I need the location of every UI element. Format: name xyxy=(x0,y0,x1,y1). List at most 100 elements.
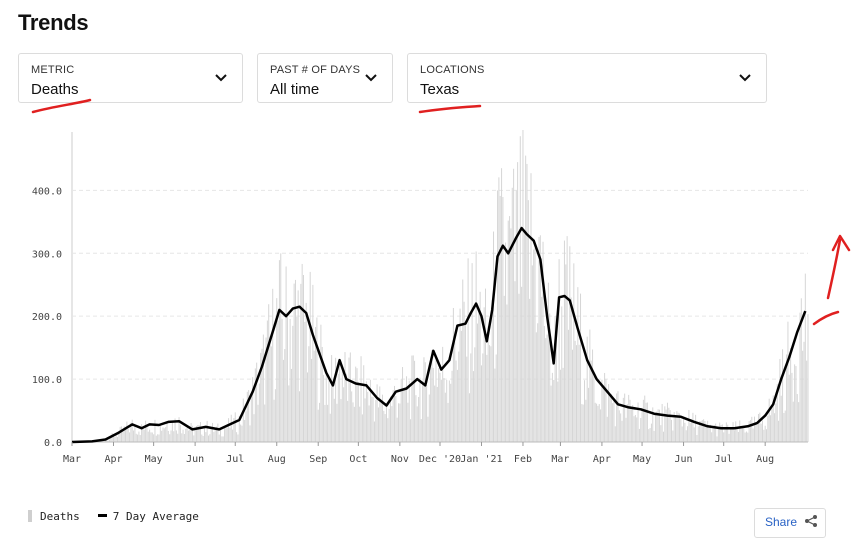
deaths-bar xyxy=(219,435,220,442)
deaths-bar xyxy=(506,304,507,442)
deaths-bar xyxy=(548,283,549,442)
deaths-bar xyxy=(698,426,699,442)
deaths-bar xyxy=(316,317,317,442)
deaths-bar xyxy=(181,433,182,442)
deaths-bar xyxy=(452,371,453,442)
deaths-bar xyxy=(488,326,489,442)
deaths-bar xyxy=(185,429,186,442)
x-tick-label: Nov xyxy=(391,454,409,465)
deaths-bar xyxy=(255,368,256,442)
deaths-bar xyxy=(607,417,608,442)
deaths-bar xyxy=(240,425,241,442)
deaths-bar xyxy=(603,389,604,442)
deaths-bar xyxy=(465,324,466,442)
deaths-bar xyxy=(741,426,742,442)
deaths-bar xyxy=(150,432,151,442)
deaths-bar xyxy=(212,423,213,442)
deaths-bar xyxy=(510,228,511,442)
deaths-bar xyxy=(680,419,681,442)
deaths-bar xyxy=(664,406,665,442)
deaths-bar xyxy=(783,413,784,442)
deaths-bar xyxy=(444,378,445,442)
deaths-bar xyxy=(303,275,304,442)
deaths-bar xyxy=(470,353,471,442)
deaths-bar xyxy=(690,423,691,442)
deaths-bar xyxy=(168,431,169,442)
deaths-bar xyxy=(399,404,400,442)
deaths-bar xyxy=(441,380,442,442)
deaths-bar xyxy=(682,426,683,442)
metric-value: Deaths xyxy=(31,81,79,98)
deaths-bar xyxy=(498,177,499,442)
location-dropdown[interactable]: LOCATIONS Texas xyxy=(407,53,767,103)
deaths-bar xyxy=(517,162,518,442)
deaths-bar xyxy=(332,381,333,442)
deaths-bar xyxy=(448,403,449,442)
chevron-down-icon xyxy=(738,73,752,83)
deaths-bar xyxy=(180,425,181,442)
deaths-bar xyxy=(422,381,423,442)
metric-label: METRIC xyxy=(31,64,74,76)
deaths-bar xyxy=(478,310,479,442)
deaths-bar xyxy=(733,422,734,442)
deaths-bar xyxy=(731,427,732,442)
deaths-bar xyxy=(320,325,321,442)
x-tick-label: Mar xyxy=(551,454,569,465)
deaths-bar xyxy=(795,366,796,442)
x-tick-label: Apr xyxy=(593,454,611,465)
deaths-bar xyxy=(138,432,139,442)
deaths-bar xyxy=(807,314,808,442)
x-tick-label: Oct xyxy=(349,454,367,465)
deaths-bar xyxy=(489,345,490,442)
deaths-bar xyxy=(646,403,647,442)
deaths-bar xyxy=(122,431,123,442)
deaths-bar xyxy=(442,347,443,442)
deaths-bar xyxy=(347,401,348,442)
deaths-bar xyxy=(358,382,359,442)
deaths-bar xyxy=(425,362,426,442)
deaths-bar xyxy=(694,427,695,442)
deaths-bar xyxy=(438,368,439,442)
metric-dropdown[interactable]: METRIC Deaths xyxy=(18,53,243,103)
deaths-bar xyxy=(256,363,257,442)
deaths-bar xyxy=(750,420,751,442)
deaths-bar xyxy=(522,130,523,442)
deaths-bar xyxy=(434,386,435,442)
deaths-bar xyxy=(684,423,685,442)
deaths-bar xyxy=(529,299,530,442)
deaths-bar xyxy=(486,355,487,442)
deaths-bar xyxy=(278,321,279,442)
deaths-bar xyxy=(117,437,118,442)
deaths-bar xyxy=(476,251,477,442)
deaths-bar xyxy=(450,384,451,442)
x-tick-label: Aug xyxy=(756,454,774,465)
deaths-bar xyxy=(160,424,161,442)
page-title: Trends xyxy=(18,10,88,36)
deaths-bar xyxy=(406,376,407,442)
deaths-bar xyxy=(723,432,724,442)
deaths-bar xyxy=(418,397,419,442)
deaths-bar xyxy=(251,394,252,442)
deaths-bar xyxy=(258,405,259,442)
deaths-bar xyxy=(437,387,438,442)
deaths-bar xyxy=(654,431,655,442)
deaths-bar xyxy=(797,394,798,442)
deaths-bar xyxy=(292,326,293,442)
deaths-bar xyxy=(587,337,588,442)
deaths-bar xyxy=(383,411,384,442)
deaths-bar xyxy=(791,373,792,442)
deaths-bar xyxy=(373,397,374,442)
deaths-bar xyxy=(244,420,245,442)
deaths-bar xyxy=(492,300,493,442)
deaths-bar xyxy=(299,391,300,442)
deaths-bar xyxy=(142,428,143,442)
deaths-bar xyxy=(667,403,668,442)
deaths-bar xyxy=(415,395,416,442)
days-dropdown[interactable]: PAST # OF DAYS All time xyxy=(257,53,393,103)
deaths-bar xyxy=(663,432,664,442)
deaths-bar xyxy=(513,169,514,442)
share-button[interactable]: Share xyxy=(754,508,826,538)
deaths-bar xyxy=(642,408,643,442)
deaths-bar xyxy=(328,378,329,442)
deaths-bar xyxy=(738,432,739,442)
